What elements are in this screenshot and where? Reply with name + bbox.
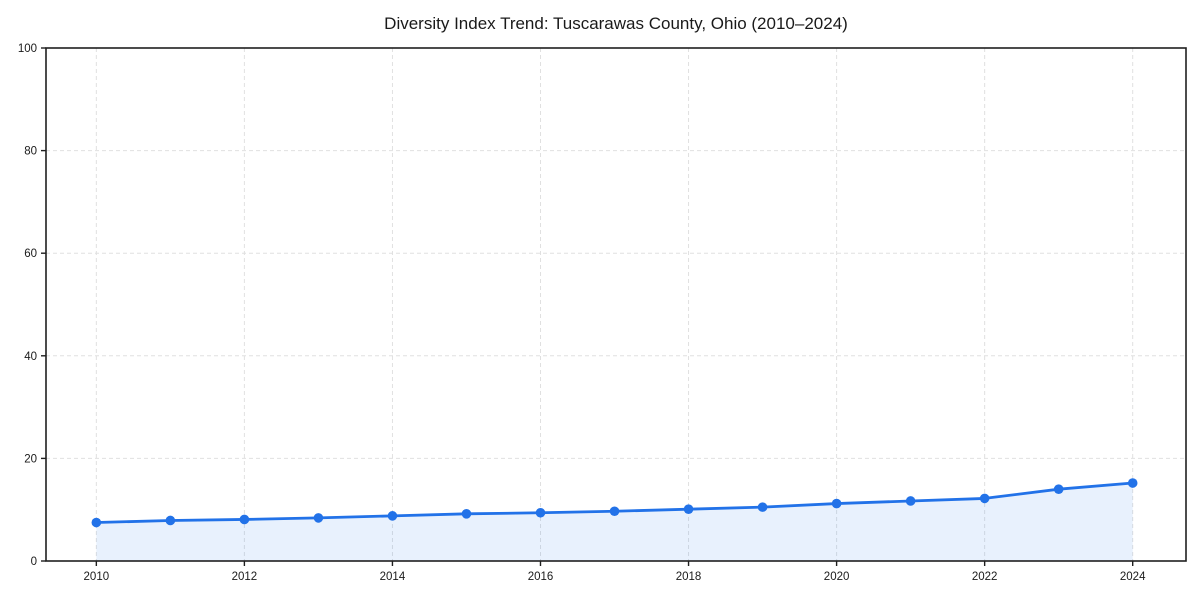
axis-layer: 0 20 40 60 80 100 2010 2012 2014 2016 2018 2020 2022… xyxy=(18,43,1187,583)
grid-layer xyxy=(46,47,1186,561)
data-point-2019 xyxy=(757,502,768,512)
x-tick-label: 2018 xyxy=(676,571,702,583)
y-tick-label: 0 xyxy=(31,556,37,568)
y-tick-label: 100 xyxy=(18,43,37,55)
x-tick-label: 2014 xyxy=(380,571,406,583)
area-fill xyxy=(96,483,1133,561)
x-tick-label: 2024 xyxy=(1120,571,1146,583)
y-tick-label: 60 xyxy=(24,248,37,260)
data-point-2023 xyxy=(1053,484,1064,494)
data-point-2021 xyxy=(905,496,916,506)
data-point-2018 xyxy=(683,504,694,514)
data-point-2024 xyxy=(1127,478,1138,488)
x-tick-label: 2022 xyxy=(972,571,998,583)
data-point-2020 xyxy=(831,498,842,509)
data-point-2016 xyxy=(535,507,546,518)
plot-border xyxy=(45,47,1187,562)
data-point-2015 xyxy=(461,509,472,519)
data-point-2014 xyxy=(387,511,398,521)
x-tick-label: 2020 xyxy=(824,571,850,583)
y-tick-label: 40 xyxy=(24,351,37,363)
x-tick-label: 2012 xyxy=(232,571,258,583)
y-tick-label: 20 xyxy=(24,453,37,465)
x-tick-label: 2010 xyxy=(84,571,110,583)
data-point-2012 xyxy=(239,514,250,525)
data-point-2011 xyxy=(165,515,176,526)
data-point-2017 xyxy=(609,506,620,517)
data-point-2013 xyxy=(313,513,324,523)
plot-layer xyxy=(91,478,1138,561)
data-point-2022 xyxy=(979,493,990,504)
chart-title: Diversity Index Trend: Tuscarawas County… xyxy=(384,14,848,33)
y-tick-label: 80 xyxy=(24,146,37,158)
data-point-2010 xyxy=(91,517,102,528)
x-tick-label: 2016 xyxy=(528,571,554,583)
